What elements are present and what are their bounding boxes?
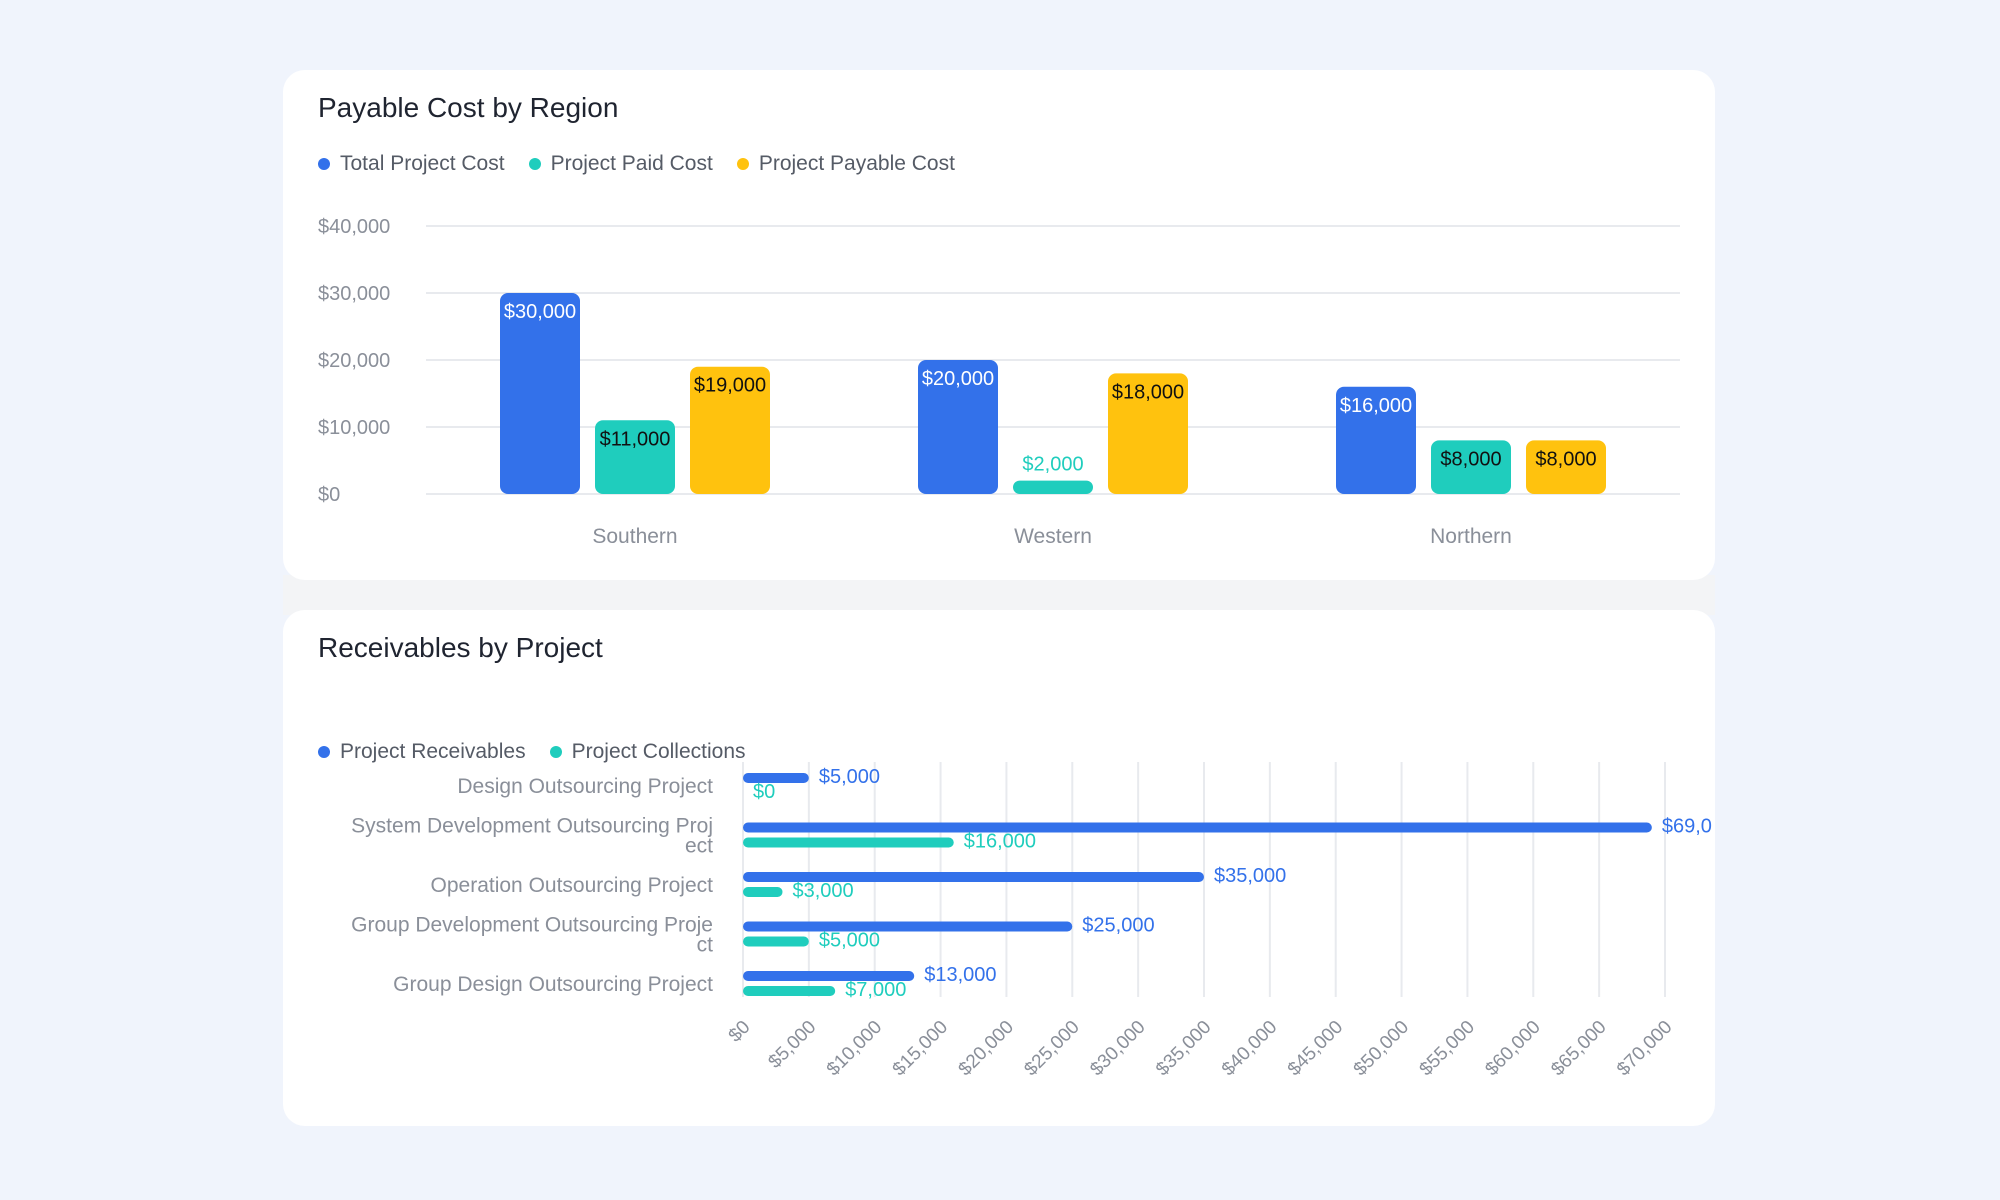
receivables-chart: $0 $5,000 $10,000 $15,000 $20,000 $25,000 $30,…: [351, 762, 1712, 1080]
panel-separator: [283, 575, 1715, 615]
bar-project-paid-cost: [595, 420, 675, 494]
bar-data-label: $5,000: [819, 766, 880, 788]
bar-project-receivables: [743, 921, 1073, 932]
bar-project-receivables: [743, 773, 809, 783]
legend-item-project-receivables[interactable]: Project Receivables: [318, 740, 526, 764]
bar-total-project-cost: [1336, 386, 1416, 494]
bar-project-payable-cost: [1526, 440, 1606, 494]
y-tick-label: $20,000: [318, 350, 390, 372]
legend-dot-icon: [318, 746, 330, 758]
x-tick-label: $70,000: [1613, 1017, 1676, 1080]
x-tick-label: $5,000: [764, 1017, 820, 1073]
payable-cost-title: Payable Cost by Region: [318, 92, 619, 123]
bar-data-label: $13,000: [924, 964, 996, 986]
bar-data-label: $5,000: [819, 930, 880, 952]
legend-label: Total Project Cost: [340, 152, 505, 175]
bar-data-label: $0: [753, 781, 775, 803]
payable-cost-panel: Payable Cost by Region Total Project Cos…: [283, 70, 1715, 580]
legend-label: Project Receivables: [340, 740, 526, 763]
x-category-label: Northern: [1430, 525, 1512, 548]
bar-total-project-cost: [918, 360, 998, 494]
x-tick-label: $45,000: [1284, 1017, 1347, 1080]
y-category-label: Group Development Outsourcing Proje: [351, 914, 713, 937]
payable-cost-legend: Total Project Cost Project Paid Cost Pro…: [318, 152, 955, 176]
y-tick-label: $30,000: [318, 283, 390, 305]
bar-project-paid-cost: [1431, 440, 1511, 494]
x-tick-label: $20,000: [955, 1017, 1018, 1080]
y-category-label: ect: [685, 835, 713, 858]
receivables-panel: Receivables by Project Project Receivabl…: [283, 610, 1715, 1126]
bar-data-label: $25,000: [1082, 915, 1154, 937]
bar-data-label: $69,0: [1662, 816, 1712, 838]
bar-data-label: $19,000: [694, 375, 766, 397]
x-tick-label: $15,000: [889, 1017, 952, 1080]
bar-project-receivables: [743, 971, 915, 981]
bar-project-receivables: [743, 822, 1652, 833]
y-category-label: System Development Outsourcing Proj: [351, 815, 713, 838]
bar-total-project-cost: [500, 293, 580, 494]
y-category-label: Group Design Outsourcing Project: [393, 973, 713, 996]
x-tick-label: $0: [725, 1017, 755, 1047]
y-tick-label: $40,000: [318, 216, 390, 238]
bar-data-label: $8,000: [1440, 448, 1501, 470]
x-tick-label: $55,000: [1416, 1017, 1479, 1080]
bar-project-receivables: [743, 872, 1204, 882]
x-tick-label: $10,000: [823, 1017, 886, 1080]
x-category-label: Southern: [592, 525, 677, 548]
x-tick-label: $60,000: [1481, 1017, 1544, 1080]
y-category-label: Operation Outsourcing Project: [431, 874, 714, 897]
legend-item-project-paid-cost[interactable]: Project Paid Cost: [528, 152, 713, 176]
x-category-label: Western: [1014, 525, 1092, 548]
legend-label: Project Collections: [571, 740, 746, 763]
bar-project-payable-cost: [1108, 373, 1188, 494]
y-category-label: Design Outsourcing Project: [457, 775, 713, 798]
receivables-legend: Project Receivables Project Collections: [318, 740, 746, 764]
payable-cost-chart: $0 $10,000 $20,000 $30,000 $40,000 $30,000 $11…: [318, 216, 1680, 548]
legend-label: Project Payable Cost: [758, 152, 955, 175]
bar-data-label: $18,000: [1112, 381, 1184, 403]
bar-project-collections: [743, 837, 954, 848]
legend-dot-icon: [528, 158, 541, 170]
legend-dot-icon: [549, 746, 562, 758]
y-tick-label: $10,000: [318, 417, 390, 439]
legend-dot-icon: [736, 158, 749, 170]
bar-data-label: $20,000: [922, 368, 994, 390]
legend-label: Project Paid Cost: [550, 152, 713, 175]
receivables-title: Receivables by Project: [318, 632, 603, 663]
bar-project-payable-cost: [690, 366, 770, 494]
x-tick-label: $35,000: [1152, 1017, 1215, 1080]
bar-project-collections: [743, 936, 809, 947]
bar-data-label: $3,000: [793, 880, 854, 902]
y-tick-label: $0: [318, 484, 340, 506]
x-tick-label: $25,000: [1020, 1017, 1083, 1080]
legend-item-project-collections[interactable]: Project Collections: [549, 740, 746, 764]
bar-data-label: $30,000: [504, 301, 576, 323]
legend-item-project-payable-cost[interactable]: Project Payable Cost: [736, 152, 955, 176]
y-category-label: ct: [697, 934, 714, 957]
bar-data-label: $11,000: [600, 428, 671, 450]
x-tick-label: $30,000: [1086, 1017, 1149, 1080]
bar-data-label: $16,000: [964, 831, 1036, 853]
bar-data-label: $8,000: [1535, 448, 1596, 470]
legend-item-total-project-cost[interactable]: Total Project Cost: [318, 152, 505, 176]
bar-project-collections: [743, 887, 783, 897]
bar-data-label: $16,000: [1340, 395, 1412, 417]
bar-project-collections: [743, 986, 836, 996]
bar-data-label: $2,000: [1022, 454, 1083, 476]
bar-data-label: $7,000: [845, 979, 906, 1001]
legend-dot-icon: [318, 158, 330, 170]
x-tick-label: $65,000: [1547, 1017, 1610, 1080]
bar-data-label: $35,000: [1214, 865, 1286, 887]
x-tick-label: $50,000: [1350, 1017, 1413, 1080]
x-tick-label: $40,000: [1218, 1017, 1281, 1080]
bar-project-paid-cost: [1013, 480, 1093, 494]
